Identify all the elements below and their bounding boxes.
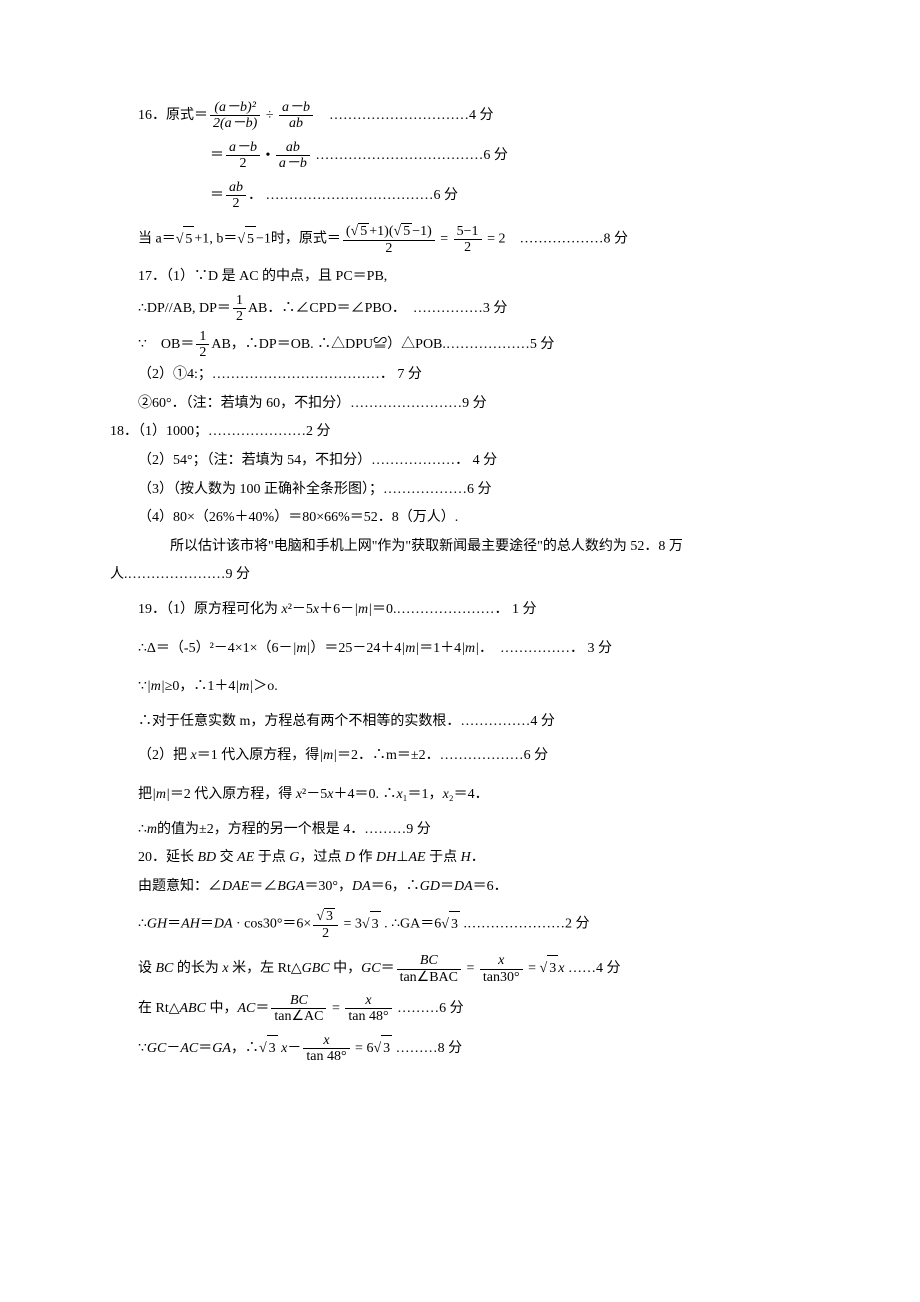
- q20-l4: 设 BC 的长为 x 米，左 Rt△GBC 中，GC＝BCtan∠BAC = x…: [110, 953, 810, 985]
- q16-sub: 当 a＝5+1, b＝5−1时，原式＝(5+1)(5−1)2 = 5−12 = …: [110, 223, 810, 256]
- q16-frac1: (a－b)²2(a－b): [210, 100, 260, 132]
- q20-l5: 在 Rt△ABC 中，AC＝BCtan∠AC = xtan 48° ………6 分: [110, 993, 810, 1025]
- q19-l5: （2）把 x＝1 代入原方程，得|m|＝2．∴m＝±2．………………6 分: [110, 743, 810, 770]
- q16-step1: 16．原式＝(a－b)²2(a－b) ÷ a－bab …………………………4 分: [110, 100, 810, 132]
- q16-frac2a: a－b2: [226, 140, 260, 172]
- sqrt-icon: 5: [176, 226, 195, 254]
- q17-l1: 17．（1）∵D 是 AC 的中点，且 PC＝PB,: [110, 264, 810, 291]
- q19-l4: ∴对于任意实数 m，方程总有两个不相等的实数根．……………4 分: [110, 709, 810, 736]
- q20-l6: ∵GC－AC＝GA，∴3 x－xtan 48° = 63 ………8 分: [110, 1033, 810, 1065]
- q18-l1: 18．（1）1000；…………………2 分: [110, 419, 810, 446]
- q16-sub-frac1: (5+1)(5−1)2: [343, 223, 435, 256]
- q17-l2: ∴DP//AB, DP＝12AB．∴∠CPD＝∠PBO． ……………3 分: [110, 293, 810, 325]
- sqrt-icon: 5: [237, 226, 256, 254]
- q16-step2: ＝a－b2 • aba－b ………………………………6 分: [110, 140, 810, 172]
- q20-l1: 20．延长 BD 交 AE 于点 G，过点 D 作 DH⊥AE 于点 H．: [110, 845, 810, 872]
- q20-l3: ∴GH＝AH＝DA · cos30°＝6×32 = 33 . ∴GA＝63 .……: [110, 908, 810, 941]
- q19-l3: ∵|m|≥0，∴1＋4|m|＞o.: [110, 674, 810, 701]
- q18-l6: 人.…………………9 分: [110, 562, 810, 589]
- q18-l3: （3）（按人数为 100 正确补全条形图）；………………6 分: [110, 477, 810, 504]
- q17-l3: ∵ OB＝12AB，∴DP＝OB. ∴△DPU≌）△POB.………………5 分: [110, 329, 810, 361]
- q19-l1: 19．（1）原方程可化为 x²－5x＋6－|m|＝0.…………………． 1 分: [110, 597, 810, 624]
- q18-l2: （2）54°；（注：若填为 54，不扣分）………………． 4 分: [110, 448, 810, 475]
- q16-step3: ＝ab2． ………………………………6 分: [110, 180, 810, 212]
- q19-l2: ∴Δ＝（-5）²－4×1×（6－|m|）＝25－24＋4|m|＝1＋4|m|． …: [110, 636, 810, 663]
- q19-l7: ∴m的值为±2，方程的另一个根是 4．………9 分: [110, 817, 810, 844]
- q20-l2: 由题意知：∠DAE＝∠BGA＝30°，DA＝6，∴GD＝DA＝6．: [110, 874, 810, 901]
- q16-frac1b: a－bab: [279, 100, 313, 132]
- q16-prefix: 16．原式＝: [138, 108, 208, 123]
- q19-l6: 把|m|＝2 代入原方程，得 x²－5x＋4＝0. ∴x₁＝1，x₂＝4．: [110, 782, 810, 809]
- q17-l5: ②60°．（注：若填为 60，不扣分）……………………9 分: [110, 391, 810, 418]
- q18-l4: （4）80×（26%＋40%）＝80×66%＝52．8（万人）.: [110, 505, 810, 532]
- q18-l5: 所以估计该市将"电脑和手机上网"作为"获取新闻最主要途径"的总人数约为 52．8…: [110, 534, 810, 561]
- q16-frac2b: aba－b: [276, 140, 310, 172]
- q16-sub-frac2: 5−12: [454, 224, 482, 256]
- q16-frac3: ab2: [226, 180, 246, 212]
- q17-l4: （2）①4:；………………………………． 7 分: [110, 362, 810, 389]
